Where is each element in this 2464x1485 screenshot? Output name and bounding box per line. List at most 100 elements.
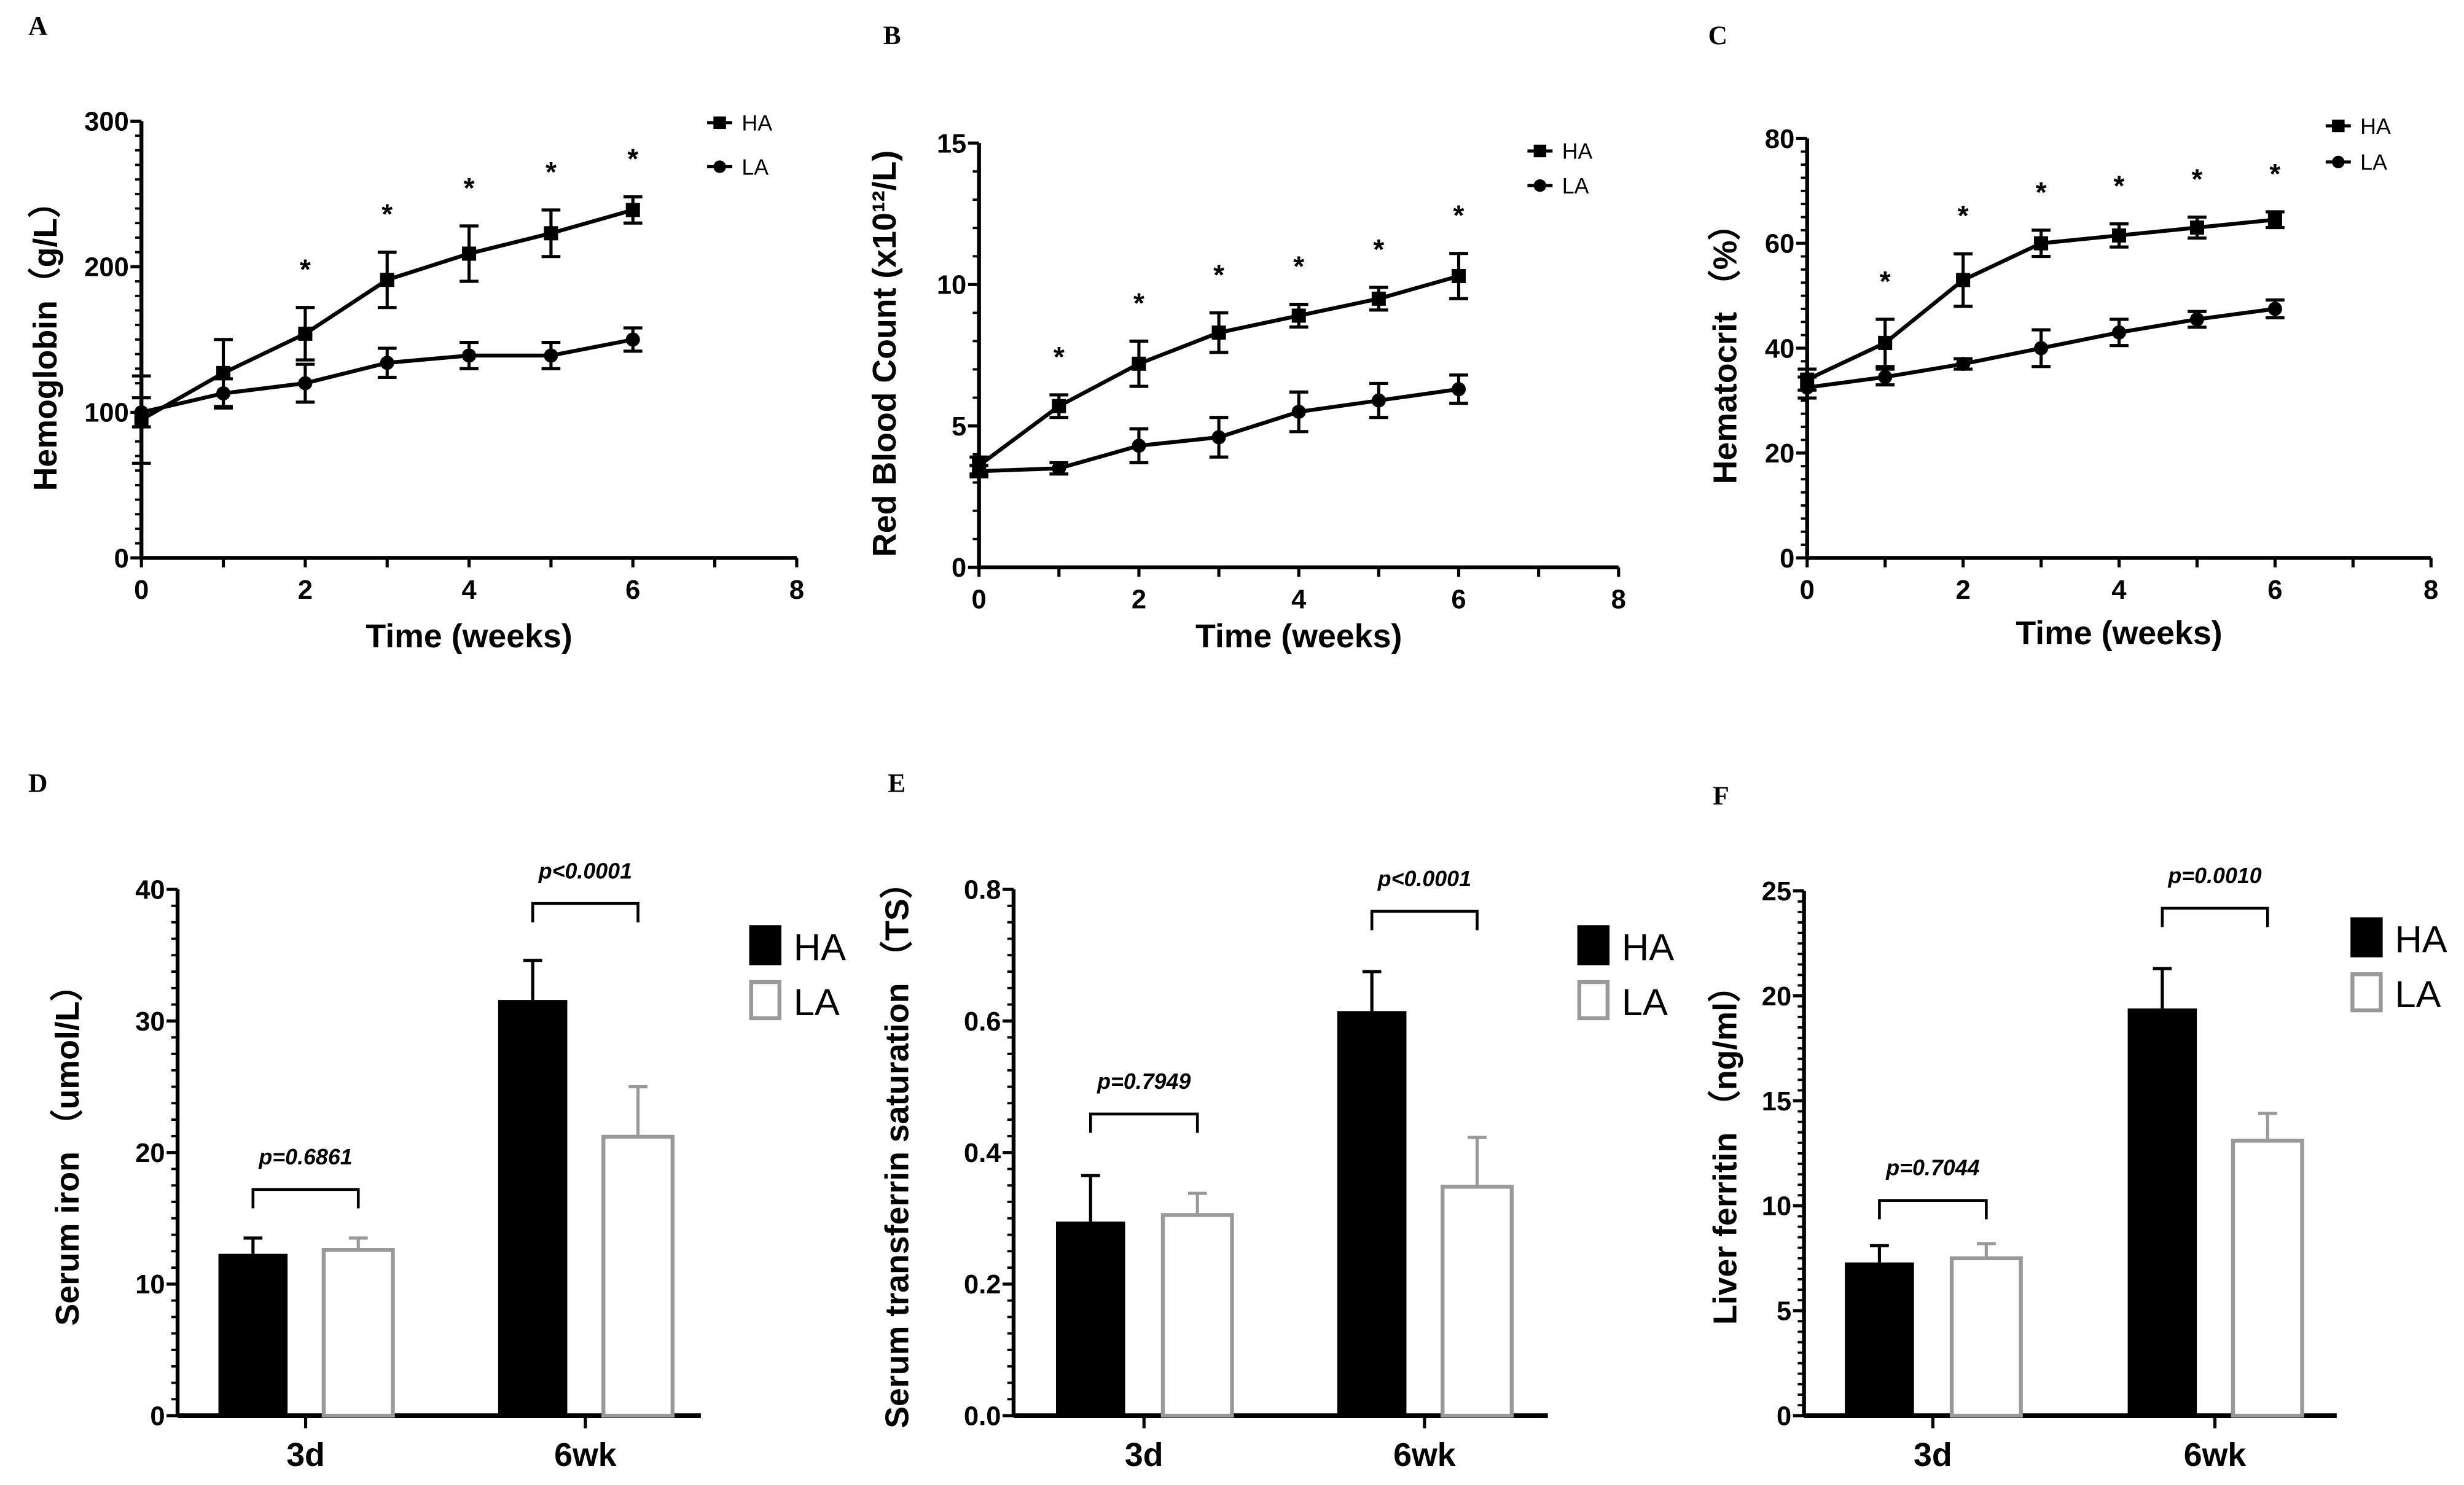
significance-star: * <box>1453 200 1465 232</box>
legend-label: LA <box>1622 981 1668 1024</box>
data-point-ha <box>2189 220 2204 235</box>
y-tick-label: 10 <box>1762 1192 1791 1222</box>
x-tick-label: 4 <box>461 575 476 605</box>
y-tick-label: 40 <box>1765 334 1794 364</box>
y-axis-label: Serum transferrin saturation （TS） <box>879 866 916 1428</box>
y-axis-label: Serum iron （umol/L） <box>49 969 86 1326</box>
significance-star: * <box>1958 200 1969 232</box>
panel-d: D 0 10 20 30 40 Serum iron （umol/L） 3d p=0.6861 6… <box>28 769 846 1473</box>
data-point-la <box>2112 325 2127 340</box>
p-value-label: p=0.6861 <box>258 1145 352 1169</box>
significance-star: * <box>1133 287 1144 319</box>
y-tick-label: 5 <box>1777 1297 1791 1327</box>
y-tick-label: 300 <box>84 107 129 137</box>
panel-label: F <box>1713 781 1729 811</box>
data-point-la <box>216 386 231 401</box>
x-tick-label: 3d <box>1914 1436 1952 1473</box>
data-point-la <box>1371 393 1386 408</box>
data-point-ha <box>1132 356 1146 371</box>
x-tick-label: 6 <box>2267 575 2282 605</box>
legend-label: HA <box>741 111 772 136</box>
data-point-ha <box>1451 269 1466 284</box>
bar-ha-3d <box>1845 1262 1914 1416</box>
legend-swatch-la <box>1577 980 1610 1021</box>
legend-swatch-la <box>2350 972 2383 1013</box>
data-point-ha <box>625 203 640 217</box>
x-tick-label: 2 <box>298 575 313 605</box>
y-tick-label: 10 <box>937 271 966 300</box>
y-tick-label: 15 <box>937 129 966 158</box>
x-tick-label: 2 <box>1132 585 1146 614</box>
p-value-label: p<0.0001 <box>538 859 632 883</box>
bar-la-3d <box>1949 1256 2023 1418</box>
x-tick-label: 6 <box>625 575 640 605</box>
panel-f: F 0 5 10 15 20 25 Liver ferritin （ng/ml） 3d p=0.7… <box>1707 781 2447 1473</box>
legend-label: LA <box>2360 150 2387 175</box>
y-tick-label: 30 <box>135 1007 165 1037</box>
data-point-ha <box>2112 228 2127 243</box>
x-tick-label: 0 <box>972 585 987 614</box>
x-tick-label: 6wk <box>554 1436 617 1473</box>
significance-star: * <box>464 172 475 204</box>
y-tick-label: 0.4 <box>964 1139 1001 1168</box>
bar-la-6wk <box>2231 1139 2304 1418</box>
y-axis-label: Liver ferritin （ng/ml） <box>1707 969 1744 1325</box>
data-point-ha <box>544 226 558 241</box>
significance-bracket <box>2161 906 2269 927</box>
data-point-ha <box>216 365 231 380</box>
x-tick-label: 2 <box>1956 575 1971 605</box>
panel-label: E <box>888 769 905 798</box>
legend-marker-circle <box>1533 179 1547 192</box>
y-tick-label: 80 <box>1765 125 1794 154</box>
bar-la-6wk <box>1441 1185 1514 1418</box>
bar-ha-3d <box>218 1253 288 1416</box>
significance-star: * <box>546 156 557 188</box>
x-tick-label: 6wk <box>2184 1436 2247 1473</box>
data-point-ha <box>1291 308 1306 323</box>
legend-swatch-la <box>749 980 781 1021</box>
legend-marker-circle <box>2332 155 2345 169</box>
data-point-la <box>1052 461 1066 476</box>
x-tick-label: 6 <box>1451 585 1466 614</box>
x-tick-label: 8 <box>789 575 804 605</box>
data-point-la <box>1878 370 1893 384</box>
y-tick-label: 60 <box>1765 230 1794 259</box>
data-point-ha <box>2267 212 2282 227</box>
significance-star: * <box>1373 233 1384 265</box>
significance-star: * <box>2269 158 2280 190</box>
p-value-label: p<0.0001 <box>1377 867 1471 891</box>
x-tick-label: 8 <box>2423 575 2438 605</box>
x-axis-label: Time (weeks) <box>1195 618 1402 655</box>
significance-bracket <box>531 902 639 922</box>
panel-b: B 0 5 10 15 Red Blood Count (x10¹²/L) 0 2 4 6 8 Tim… <box>866 21 1626 655</box>
y-tick-label: 0 <box>1780 544 1794 574</box>
x-tick-label: 0 <box>1800 575 1815 605</box>
legend-label: LA <box>794 981 840 1024</box>
y-tick-label: 20 <box>1765 439 1794 469</box>
panel-a: A 0 100 200 300 Hemoglobin（g/L） 0 2 4 6 8 Time (wee… <box>27 12 804 655</box>
bar-la-6wk <box>601 1134 675 1418</box>
y-axis-label: Red Blood Count (x10¹²/L) <box>866 150 903 557</box>
data-point-ha <box>1211 325 1226 340</box>
y-axis-label: Hemoglobin（g/L） <box>27 185 64 491</box>
legend-marker-square <box>1533 144 1547 158</box>
y-tick-label: 25 <box>1762 877 1791 906</box>
p-value-label: p=0.7949 <box>1097 1069 1191 1094</box>
y-tick-label: 0.2 <box>964 1270 1001 1300</box>
legend-label: HA <box>1622 926 1674 969</box>
data-point-ha <box>298 326 313 341</box>
y-tick-label: 20 <box>1762 982 1791 1011</box>
x-tick-label: 4 <box>1291 585 1306 614</box>
panel-e: E 0.0 0.2 0.4 0.6 0.8 Serum transferrin satura… <box>879 769 1675 1473</box>
data-point-la <box>625 332 640 347</box>
data-point-la <box>298 376 313 391</box>
data-point-ha <box>1956 273 1971 287</box>
data-point-ha <box>1052 399 1066 413</box>
y-tick-label: 0 <box>150 1401 165 1431</box>
panel-c: C 0 20 40 60 80 Hematocrit （%） 0 2 4 6 8 Time (weeks… <box>1707 21 2439 652</box>
legend-marker-circle <box>713 160 726 173</box>
y-tick-label: 0.0 <box>964 1401 1001 1431</box>
bar-la-3d <box>1160 1213 1234 1418</box>
data-point-ha <box>2034 236 2049 251</box>
panel-label: B <box>883 21 901 50</box>
